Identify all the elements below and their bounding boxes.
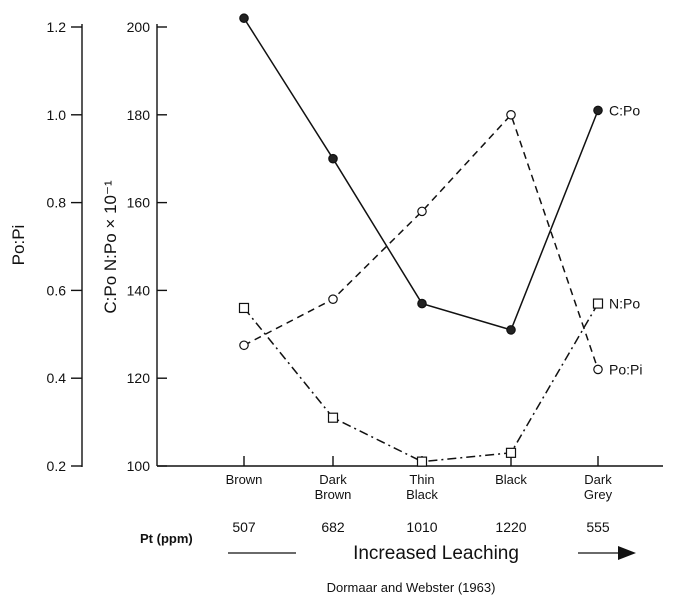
category-label: Black — [406, 487, 438, 502]
leaching-arrow-head — [618, 546, 636, 560]
category-label: Dark — [584, 472, 612, 487]
marker-po-pi — [418, 207, 426, 215]
category-label: Brown — [315, 487, 352, 502]
series-lines — [244, 18, 598, 461]
left-tick-label: 0.8 — [47, 195, 67, 211]
marker-po-pi — [329, 295, 337, 303]
right-tick-label: 140 — [127, 282, 151, 298]
marker-n-po — [594, 299, 603, 308]
pt-value: 1010 — [406, 519, 437, 535]
marker-po-pi — [507, 111, 515, 119]
right-tick-label: 120 — [127, 370, 151, 386]
series-label-c-po: C:Po — [609, 102, 640, 118]
series-label-n-po: N:Po — [609, 296, 640, 312]
left-axis-title: Po:Pi — [9, 225, 28, 266]
series-markers — [240, 14, 603, 466]
marker-n-po — [507, 448, 516, 457]
left-tick-label: 1.2 — [47, 19, 67, 35]
marker-n-po — [240, 303, 249, 312]
pt-value: 1220 — [495, 519, 526, 535]
right-axis-title: C:Po N:Po × 10⁻¹ — [101, 180, 120, 314]
category-label: Dark — [319, 472, 347, 487]
leaching-arrow-label: Increased Leaching — [353, 543, 519, 564]
marker-n-po — [418, 457, 427, 466]
marker-c-po — [240, 14, 248, 22]
left-tick-label: 0.6 — [47, 282, 67, 298]
marker-c-po — [594, 106, 602, 114]
marker-c-po — [329, 155, 337, 163]
category-label: Brown — [226, 472, 263, 487]
series-label-po-pi: Po:Pi — [609, 361, 642, 377]
tick-group: 0.2 0.4 0.6 0.8 1.0 1.2 100 120 140 160 180 200 — [47, 19, 598, 474]
series-line-po-pi — [244, 115, 598, 370]
left-tick-label: 0.2 — [47, 458, 67, 474]
pt-values: 507 682 1010 1220 555 — [232, 519, 610, 535]
axes — [82, 24, 663, 467]
marker-po-pi — [594, 365, 602, 373]
right-tick-label: 160 — [127, 195, 151, 211]
marker-c-po — [507, 326, 515, 334]
left-tick-label: 1.0 — [47, 107, 67, 123]
series-line-c-po — [244, 18, 598, 330]
right-tick-label: 180 — [127, 107, 151, 123]
series-labels: C:Po Po:Pi N:Po — [609, 102, 642, 377]
source-credit: Dormaar and Webster (1963) — [327, 580, 496, 595]
pt-value: 555 — [586, 519, 610, 535]
pt-value: 507 — [232, 519, 256, 535]
category-label: Grey — [584, 487, 613, 502]
pt-value: 682 — [321, 519, 345, 535]
marker-n-po — [329, 413, 338, 422]
category-label: Thin — [409, 472, 434, 487]
category-label: Black — [495, 472, 527, 487]
marker-po-pi — [240, 341, 248, 349]
series-line-n-po — [244, 304, 598, 462]
right-tick-label: 100 — [127, 458, 151, 474]
marker-c-po — [418, 299, 426, 307]
pt-row-label: Pt (ppm) — [140, 531, 193, 546]
right-tick-label: 200 — [127, 19, 151, 35]
left-tick-label: 0.4 — [47, 370, 67, 386]
